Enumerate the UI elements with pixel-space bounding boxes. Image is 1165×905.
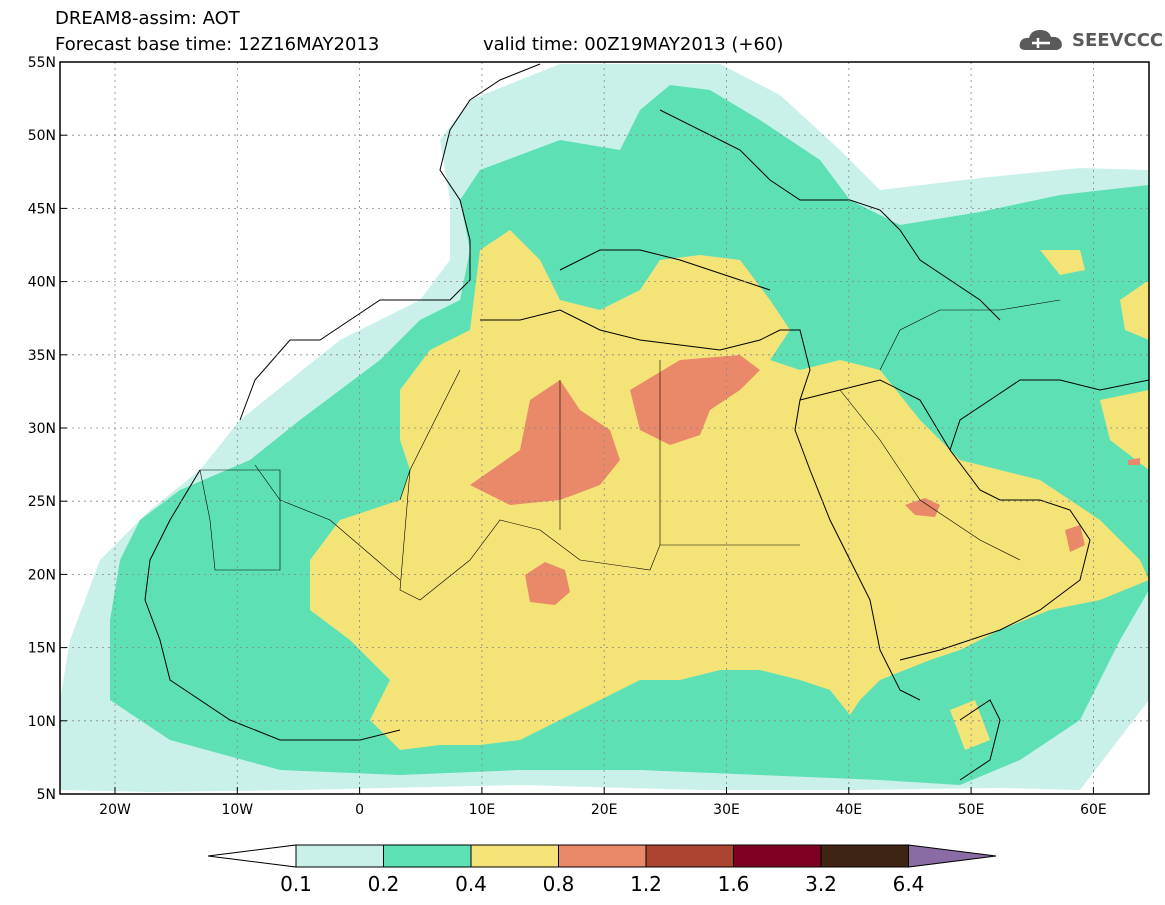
colorbar-segment bbox=[558, 844, 647, 868]
lat-label: 15N bbox=[28, 641, 56, 657]
aot-band-0.4 bbox=[310, 230, 1149, 750]
lat-label: 30N bbox=[28, 421, 56, 437]
colorbar-label: 6.4 bbox=[892, 872, 925, 896]
colorbar-arrow-low bbox=[207, 844, 297, 868]
colorbar-segment bbox=[820, 844, 909, 868]
latitude-axis: 55N 50N 45N 40N 35N 30N 25N 20N 15N 10N 5N bbox=[28, 55, 67, 803]
aot-band-0.8-egypt bbox=[630, 355, 760, 445]
lon-label: 10W bbox=[221, 802, 253, 818]
colorbar-label: 3.2 bbox=[805, 872, 837, 896]
lon-label: 60E bbox=[1080, 802, 1107, 818]
aot-band-0.4-east bbox=[950, 250, 1149, 750]
colorbar-label: 0.1 bbox=[280, 872, 312, 896]
colorbar-segment bbox=[295, 844, 384, 868]
lon-label: 40E bbox=[835, 802, 862, 818]
lat-label: 35N bbox=[28, 348, 56, 364]
colorbar-segment bbox=[470, 844, 559, 868]
graticule bbox=[60, 62, 1149, 794]
colorbar-segment bbox=[733, 844, 822, 868]
lat-label: 45N bbox=[28, 201, 56, 217]
colorbar-label: 1.6 bbox=[717, 872, 750, 896]
lat-label: 10N bbox=[28, 714, 56, 730]
lat-label: 5N bbox=[37, 787, 56, 803]
country-borders bbox=[199, 299, 1061, 601]
map-title: DREAM8-assim: AOT bbox=[55, 8, 240, 29]
longitude-axis: 20W 10W 0 10E 20E 30E 40E 50E 60E bbox=[99, 787, 1107, 818]
colorbar-arrow-high bbox=[908, 844, 997, 868]
lat-label: 50N bbox=[28, 128, 56, 144]
lon-label: 50E bbox=[958, 802, 985, 818]
forecast-base-time: Forecast base time: 12Z16MAY2013 bbox=[55, 34, 380, 55]
lon-label: 20E bbox=[591, 802, 618, 818]
valid-time: valid time: 00Z19MAY2013 (+60) bbox=[483, 34, 784, 55]
cloud-icon bbox=[1019, 30, 1062, 50]
aot-band-0.8-libya bbox=[470, 380, 620, 505]
colorbar-segment bbox=[383, 844, 472, 868]
lat-label: 25N bbox=[28, 494, 56, 510]
lon-label: 10E bbox=[469, 802, 496, 818]
lat-label: 20N bbox=[28, 567, 56, 583]
lon-label: 0 bbox=[355, 802, 364, 818]
colorbar-label: 0.2 bbox=[367, 872, 400, 896]
colorbar-label: 0.8 bbox=[542, 872, 575, 896]
aot-band-0.8-chad bbox=[525, 562, 570, 605]
lat-label: 40N bbox=[28, 275, 56, 291]
colorbar-label: 1.2 bbox=[630, 872, 662, 896]
colorbar-label: 0.4 bbox=[455, 872, 487, 896]
seevccc-logo: SEEVCCC bbox=[1018, 26, 1163, 56]
logo-text: SEEVCCC bbox=[1072, 30, 1164, 51]
lon-label: 30E bbox=[713, 802, 740, 818]
coastlines bbox=[144, 63, 1149, 781]
colorbar-segment bbox=[645, 844, 734, 868]
lat-label: 55N bbox=[28, 55, 56, 71]
lon-label: 20W bbox=[99, 802, 131, 818]
colorbar bbox=[207, 844, 997, 868]
